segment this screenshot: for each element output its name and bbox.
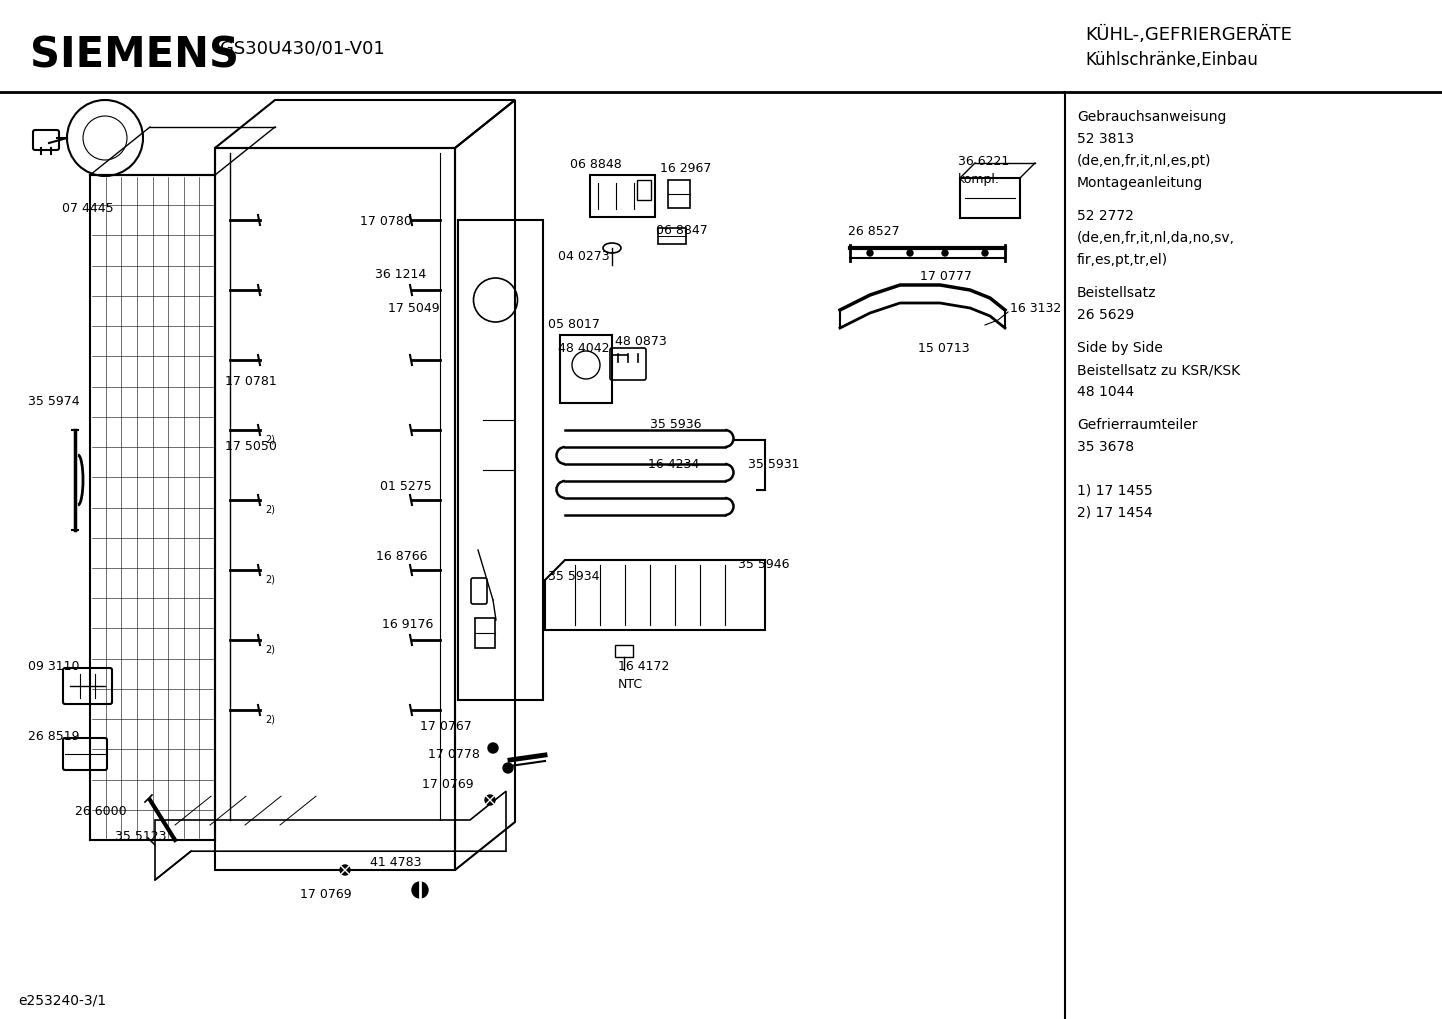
Text: 17 0767: 17 0767 xyxy=(420,720,472,733)
Text: Beistellsatz: Beistellsatz xyxy=(1077,286,1156,300)
Bar xyxy=(658,228,686,244)
Text: 2): 2) xyxy=(265,435,275,445)
Text: 04 0273: 04 0273 xyxy=(558,250,610,263)
Text: 15 0713: 15 0713 xyxy=(919,342,969,355)
Text: (de,en,fr,it,nl,da,no,sv,: (de,en,fr,it,nl,da,no,sv, xyxy=(1077,231,1234,245)
Text: 17 5050: 17 5050 xyxy=(225,440,277,453)
Text: 41 4783: 41 4783 xyxy=(371,856,421,869)
Text: 48 0873: 48 0873 xyxy=(614,335,666,348)
Text: 2): 2) xyxy=(265,505,275,515)
Text: 52 3813: 52 3813 xyxy=(1077,132,1133,146)
Text: Gebrauchsanweisung: Gebrauchsanweisung xyxy=(1077,110,1226,124)
Text: 17 0777: 17 0777 xyxy=(920,270,972,283)
Text: 26 8527: 26 8527 xyxy=(848,225,900,238)
Text: 35 5934: 35 5934 xyxy=(548,570,600,583)
Text: 35 5123: 35 5123 xyxy=(115,830,166,843)
Bar xyxy=(637,180,650,200)
Text: 35 5936: 35 5936 xyxy=(650,418,701,431)
Text: 36 6221: 36 6221 xyxy=(957,155,1009,168)
Circle shape xyxy=(982,250,988,256)
Text: 16 3132: 16 3132 xyxy=(1009,302,1061,315)
Text: 17 5049: 17 5049 xyxy=(388,302,440,315)
Circle shape xyxy=(412,882,428,898)
Text: 06 8848: 06 8848 xyxy=(570,158,622,171)
Text: 16 8766: 16 8766 xyxy=(376,550,427,564)
Circle shape xyxy=(485,795,495,805)
Circle shape xyxy=(487,743,497,753)
Text: 48 4042: 48 4042 xyxy=(558,342,610,355)
Circle shape xyxy=(942,250,947,256)
Bar xyxy=(459,220,544,700)
Text: KÜHL-,GEFRIERGERÄTE: KÜHL-,GEFRIERGERÄTE xyxy=(1084,25,1292,44)
Text: (de,en,fr,it,nl,es,pt): (de,en,fr,it,nl,es,pt) xyxy=(1077,154,1211,168)
Bar xyxy=(559,335,611,403)
Text: 35 3678: 35 3678 xyxy=(1077,440,1133,454)
Bar xyxy=(614,645,633,657)
Text: 35 5946: 35 5946 xyxy=(738,558,790,571)
Text: kompl.: kompl. xyxy=(957,173,999,186)
Text: 17 0769: 17 0769 xyxy=(300,888,352,901)
Text: 17 0780: 17 0780 xyxy=(360,215,412,228)
Text: Montageanleitung: Montageanleitung xyxy=(1077,176,1203,190)
Text: 16 4234: 16 4234 xyxy=(647,458,699,471)
Bar xyxy=(668,180,691,208)
Text: 35 5931: 35 5931 xyxy=(748,458,799,471)
Text: fir,es,pt,tr,el): fir,es,pt,tr,el) xyxy=(1077,253,1168,267)
Text: Gefrierraumteiler: Gefrierraumteiler xyxy=(1077,418,1197,432)
Text: 16 2967: 16 2967 xyxy=(660,162,711,175)
Text: 2) 17 1454: 2) 17 1454 xyxy=(1077,506,1152,520)
Text: 1) 17 1455: 1) 17 1455 xyxy=(1077,484,1152,498)
Circle shape xyxy=(867,250,872,256)
Text: 36 1214: 36 1214 xyxy=(375,268,427,281)
Circle shape xyxy=(907,250,913,256)
Text: 06 8847: 06 8847 xyxy=(656,224,708,237)
Bar xyxy=(474,618,495,648)
Text: 48 1044: 48 1044 xyxy=(1077,385,1133,399)
Text: 17 0769: 17 0769 xyxy=(423,777,473,791)
Text: 2): 2) xyxy=(265,575,275,585)
Text: 09 3110: 09 3110 xyxy=(27,660,79,673)
Text: 26 5629: 26 5629 xyxy=(1077,308,1135,322)
Text: 16 9176: 16 9176 xyxy=(382,618,434,631)
Text: 26 8519: 26 8519 xyxy=(27,730,79,743)
Text: SIEMENS: SIEMENS xyxy=(30,34,239,76)
Text: 2): 2) xyxy=(265,645,275,655)
Text: 07 4445: 07 4445 xyxy=(62,202,114,215)
Text: e253240-3/1: e253240-3/1 xyxy=(17,993,107,1007)
Bar xyxy=(590,175,655,217)
Text: NTC: NTC xyxy=(619,678,643,691)
Text: 35 5974: 35 5974 xyxy=(27,395,79,408)
Text: 01 5275: 01 5275 xyxy=(381,480,431,493)
Text: 2): 2) xyxy=(265,715,275,725)
Circle shape xyxy=(503,763,513,773)
Text: Beistellsatz zu KSR/KSK: Beistellsatz zu KSR/KSK xyxy=(1077,363,1240,377)
Text: Kühlschränke,Einbau: Kühlschränke,Einbau xyxy=(1084,51,1257,69)
Text: GS30U430/01-V01: GS30U430/01-V01 xyxy=(221,39,385,57)
Circle shape xyxy=(340,865,350,875)
Text: 17 0781: 17 0781 xyxy=(225,375,277,388)
Text: 05 8017: 05 8017 xyxy=(548,318,600,331)
Text: 17 0778: 17 0778 xyxy=(428,748,480,761)
Text: Side by Side: Side by Side xyxy=(1077,341,1162,355)
Text: 16 4172: 16 4172 xyxy=(619,660,669,673)
Text: 52 2772: 52 2772 xyxy=(1077,209,1133,223)
Text: 26 6000: 26 6000 xyxy=(75,805,127,818)
